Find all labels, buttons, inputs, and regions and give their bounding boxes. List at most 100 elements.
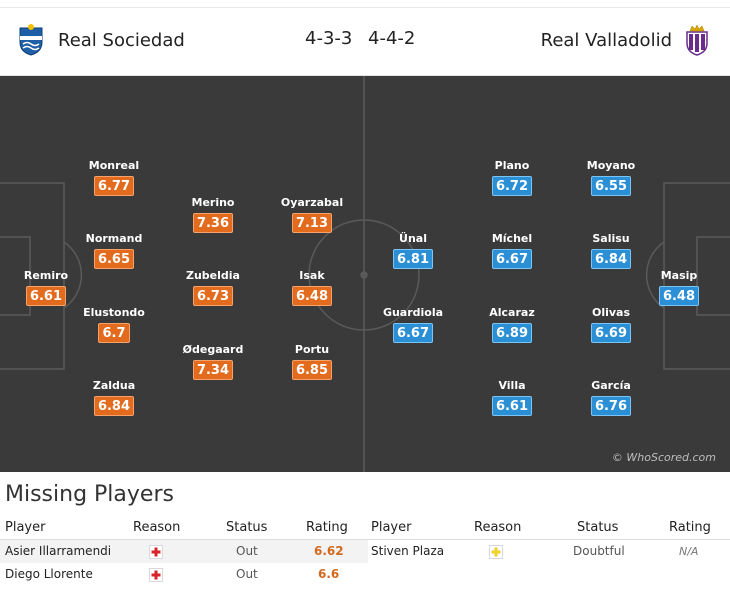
player-rating: 6.67	[491, 249, 533, 269]
home-player-cm[interactable]: Zubeldia 6.73	[173, 269, 253, 306]
home-player-lb[interactable]: Monreal 6.77	[74, 159, 154, 196]
player-rating: 6.7	[98, 323, 130, 343]
player-name: Normand	[85, 232, 143, 245]
home-team-name[interactable]: Real Sociedad	[58, 29, 185, 51]
whoscored-watermark: © WhoScored.com	[611, 451, 716, 464]
player-rating: 6.48	[658, 286, 700, 306]
away-player-lb[interactable]: Moyano 6.55	[571, 159, 651, 196]
player-name: Villa	[498, 379, 526, 392]
player-rating: 6.55	[590, 176, 632, 196]
home-player-lcm[interactable]: Merino 7.36	[173, 196, 253, 233]
player-rating: 7.36	[192, 213, 234, 233]
injury-cross-icon	[149, 545, 163, 559]
away-team-block[interactable]: Real Valladolid	[541, 24, 712, 56]
rating-cell: 6.6	[318, 567, 340, 581]
status-cell: Doubtful	[573, 544, 625, 558]
player-name: Masip	[660, 269, 698, 282]
player-name: Guardiola	[382, 306, 444, 319]
player-rating: 6.61	[25, 286, 67, 306]
player-cell[interactable]: Diego Llorente	[5, 567, 93, 581]
away-formation: 4-4-2	[368, 28, 416, 49]
player-name: Alcaraz	[489, 306, 535, 319]
player-name: Ødegaard	[182, 343, 244, 356]
home-player-rcm[interactable]: Ødegaard 7.34	[173, 343, 253, 380]
away-player-lcm[interactable]: Míchel 6.67	[472, 232, 552, 269]
away-player-lm[interactable]: Plano 6.72	[472, 159, 552, 196]
rating-cell: N/A	[679, 545, 699, 558]
away-player-rcm[interactable]: Alcaraz 6.89	[472, 306, 552, 343]
player-name: Monreal	[88, 159, 140, 172]
player-rating: 6.48	[291, 286, 333, 306]
doubtful-cross-icon	[489, 545, 503, 559]
away-player-rcb[interactable]: Olivas 6.69	[571, 306, 651, 343]
home-player-lcb[interactable]: Normand 6.65	[74, 232, 154, 269]
header-top-divider	[0, 0, 730, 8]
column-header-status[interactable]: Status	[577, 520, 619, 535]
away-player-rb[interactable]: García 6.76	[571, 379, 651, 416]
player-name: Zubeldia	[186, 269, 240, 282]
player-cell[interactable]: Stiven Plaza	[371, 544, 445, 558]
player-rating: 6.67	[392, 323, 434, 343]
player-name: Oyarzabal	[280, 196, 344, 209]
player-rating: 6.84	[93, 396, 135, 416]
player-rating: 7.34	[192, 360, 234, 380]
column-header-rating[interactable]: Rating	[669, 520, 711, 535]
home-player-st[interactable]: Isak 6.48	[272, 269, 352, 306]
status-cell: Out	[236, 567, 258, 581]
player-rating: 6.73	[192, 286, 234, 306]
column-header-reason[interactable]: Reason	[133, 520, 181, 535]
table-header-row: Player Reason Status Rating	[367, 516, 730, 540]
away-player-st-left[interactable]: Ünal 6.81	[373, 232, 453, 269]
player-rating: 6.84	[590, 249, 632, 269]
player-name: Moyano	[586, 159, 636, 172]
missing-players-section: Missing Players Player Reason Status Rat…	[0, 472, 730, 600]
home-team-block[interactable]: Real Sociedad	[16, 24, 185, 56]
status-cell: Out	[236, 544, 258, 558]
player-rating: 6.61	[491, 396, 533, 416]
player-name: Isak	[299, 269, 325, 282]
away-player-lcb[interactable]: Salisu 6.84	[571, 232, 651, 269]
missing-players-title: Missing Players	[5, 482, 174, 507]
player-name: Míchel	[491, 232, 533, 245]
player-name: Portu	[294, 343, 330, 356]
player-name: Ünal	[399, 232, 427, 245]
player-name: Olivas	[591, 306, 631, 319]
player-cell[interactable]: Asier Illarramendi	[5, 544, 112, 558]
away-player-st-right[interactable]: Guardiola 6.67	[373, 306, 453, 343]
table-row[interactable]: Diego Llorente Out 6.6	[0, 563, 368, 586]
home-player-lw[interactable]: Oyarzabal 7.13	[272, 196, 352, 233]
rating-cell: 6.62	[314, 544, 344, 558]
player-name: Elustondo	[83, 306, 145, 319]
pitch-lines	[0, 76, 730, 472]
column-header-reason[interactable]: Reason	[474, 520, 522, 535]
table-header-row: Player Reason Status Rating	[0, 516, 368, 540]
column-header-status[interactable]: Status	[226, 520, 268, 535]
home-player-rcb[interactable]: Elustondo 6.7	[74, 306, 154, 343]
column-header-player[interactable]: Player	[5, 520, 46, 535]
home-player-gk[interactable]: Remiro 6.61	[6, 269, 86, 306]
player-rating: 6.89	[491, 323, 533, 343]
real-sociedad-crest-icon	[19, 24, 43, 56]
away-team-name[interactable]: Real Valladolid	[540, 29, 672, 51]
player-rating: 6.69	[590, 323, 632, 343]
player-name: García	[591, 379, 631, 392]
real-valladolid-crest-icon	[686, 24, 708, 56]
player-rating: 6.65	[93, 249, 135, 269]
away-player-rm[interactable]: Villa 6.61	[472, 379, 552, 416]
home-missing-table: Player Reason Status Rating Asier Illarr…	[0, 516, 368, 586]
table-row[interactable]: Stiven Plaza Doubtful N/A	[367, 540, 730, 563]
table-row[interactable]: Asier Illarramendi Out 6.62	[0, 540, 368, 563]
player-rating: 6.76	[590, 396, 632, 416]
pitch: Remiro 6.61 Monreal 6.77 Normand 6.65 El…	[0, 76, 730, 472]
column-header-player[interactable]: Player	[371, 520, 412, 535]
player-rating: 6.81	[392, 249, 434, 269]
column-header-rating[interactable]: Rating	[306, 520, 348, 535]
player-rating: 7.13	[291, 213, 333, 233]
away-player-gk[interactable]: Masip 6.48	[639, 269, 719, 306]
home-player-rb[interactable]: Zaldua 6.84	[74, 379, 154, 416]
home-player-rw[interactable]: Portu 6.85	[272, 343, 352, 380]
player-rating: 6.85	[291, 360, 333, 380]
player-name: Zaldua	[92, 379, 136, 392]
player-name: Merino	[191, 196, 235, 209]
player-name: Salisu	[592, 232, 630, 245]
